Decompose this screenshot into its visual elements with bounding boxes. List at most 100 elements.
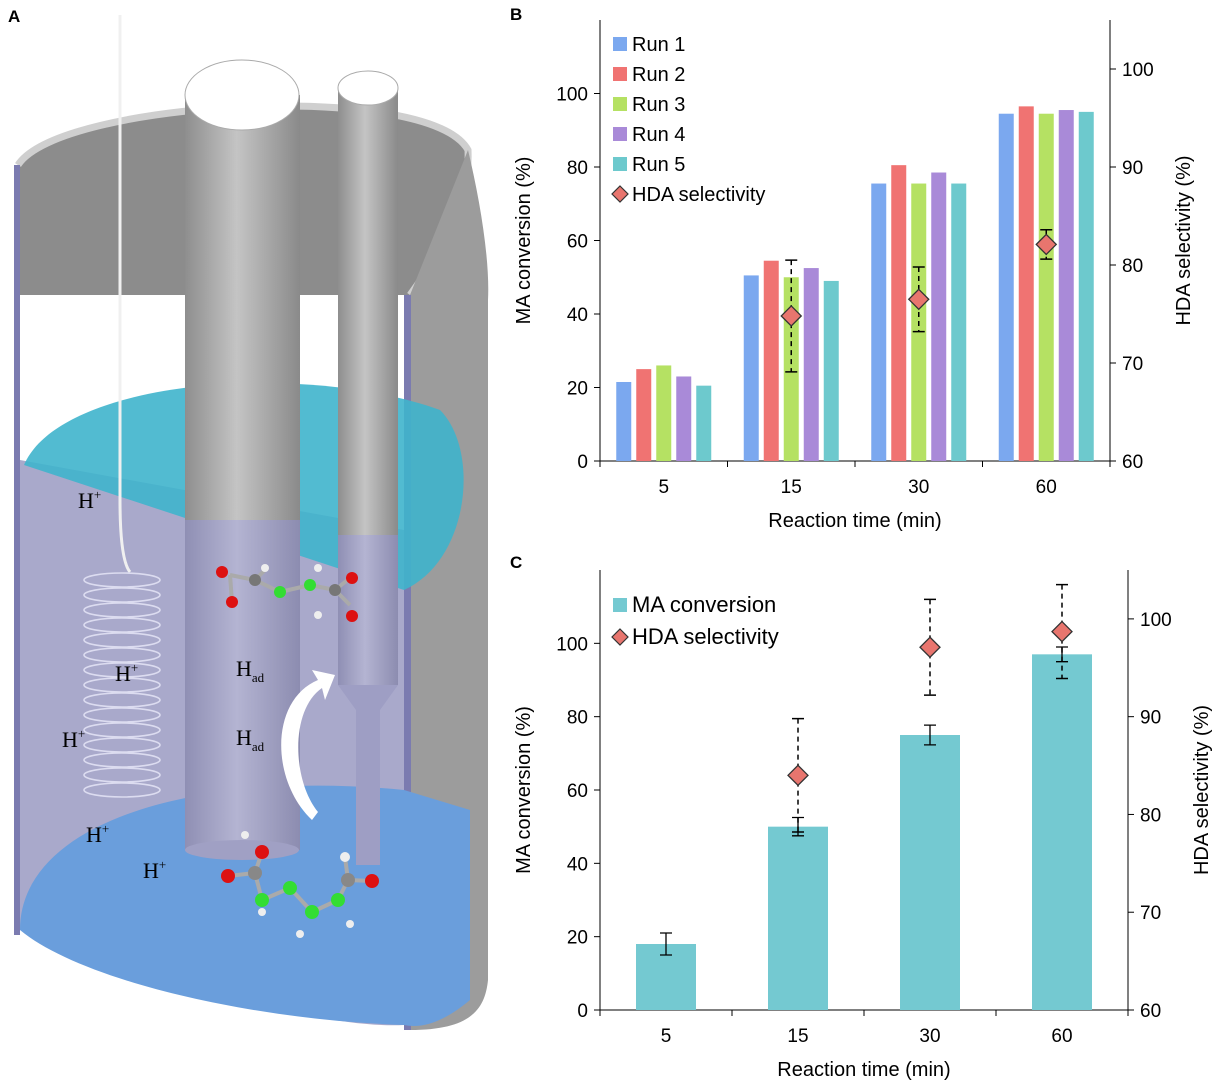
y2-tick-label: 90	[1122, 158, 1143, 179]
label-base: H	[62, 727, 78, 752]
y-tick-label: 0	[577, 1001, 588, 1022]
legend-swatch	[613, 37, 627, 51]
bar	[931, 173, 946, 461]
legend-label: Run 2	[632, 64, 685, 86]
legend-label: HDA selectivity	[632, 624, 779, 649]
legend-swatch	[613, 97, 627, 111]
working-electrode	[185, 95, 300, 525]
legend-label: Run 5	[632, 154, 685, 176]
y-tick-label: 100	[556, 634, 588, 655]
y-tick-label: 80	[567, 708, 588, 729]
bar	[764, 261, 779, 461]
y-tick-label: 60	[567, 781, 588, 802]
label-sup: +	[131, 660, 138, 675]
y-axis-title: MA conversion (%)	[513, 706, 535, 874]
figure: A H+ H+ H+ H+ H+ Had Had B02040608010060…	[0, 0, 1215, 1086]
label-sub: ad	[252, 739, 265, 754]
y-tick-label: 40	[567, 854, 588, 875]
label-sup: +	[102, 821, 109, 836]
legend-swatch	[613, 67, 627, 81]
reactor-diagram: A H+ H+ H+ H+ H+ Had Had	[8, 7, 488, 1030]
y2-tick-label: 60	[1122, 452, 1143, 473]
bar	[824, 281, 839, 461]
reference-tube	[338, 88, 398, 538]
y-tick-label: 60	[567, 232, 588, 253]
panel-label: B	[510, 5, 522, 24]
legend-label: MA conversion	[632, 592, 776, 617]
working-electrode-top	[185, 60, 299, 130]
bar	[656, 365, 671, 461]
y-tick-label: 20	[567, 928, 588, 949]
y2-tick-label: 80	[1140, 805, 1161, 826]
label-base: H	[86, 822, 102, 847]
legend-label: Run 1	[632, 34, 685, 56]
legend-label: Run 3	[632, 94, 685, 116]
working-electrode-wet	[185, 520, 300, 850]
label-base: H	[143, 858, 159, 883]
bar	[1019, 106, 1034, 461]
y2-tick-label: 80	[1122, 256, 1143, 277]
panel-label: C	[510, 553, 522, 572]
y2-axis-title: HDA selectivity (%)	[1173, 155, 1195, 325]
x-tick-label: 60	[1051, 1026, 1072, 1047]
bar	[1039, 114, 1054, 461]
bar	[676, 376, 691, 461]
bar	[696, 386, 711, 461]
y-tick-label: 20	[567, 379, 588, 400]
y-tick-label: 80	[567, 158, 588, 179]
marker	[920, 637, 940, 657]
legend-swatch	[612, 186, 628, 202]
x-tick-label: 30	[908, 477, 929, 498]
reference-tube-wet	[338, 535, 398, 685]
x-tick-label: 15	[787, 1026, 808, 1047]
bar	[636, 369, 651, 461]
y2-tick-label: 70	[1122, 354, 1143, 375]
x-tick-label: 60	[1036, 477, 1057, 498]
label-sup: +	[78, 726, 85, 741]
label-base: H	[115, 661, 131, 686]
x-axis-title: Reaction time (min)	[777, 1059, 950, 1081]
bar	[871, 184, 886, 461]
legend-swatch	[613, 157, 627, 171]
label-base: H	[236, 656, 252, 681]
panel-label: A	[8, 7, 20, 26]
legend-swatch	[613, 598, 627, 612]
y2-axis-title: HDA selectivity (%)	[1191, 705, 1213, 875]
left-edge	[14, 165, 20, 935]
label-base: H	[78, 488, 94, 513]
label-sub: ad	[252, 670, 265, 685]
page: {"diagram": {"panel_label": "A", "labels…	[0, 0, 1215, 1086]
label-base: H	[236, 725, 252, 750]
x-tick-label: 30	[919, 1026, 940, 1047]
bar	[999, 114, 1014, 461]
label-sup: +	[94, 487, 101, 502]
bar	[1059, 110, 1074, 461]
y-tick-label: 100	[556, 85, 588, 106]
y-tick-label: 0	[577, 452, 588, 473]
bar	[616, 382, 631, 461]
y2-tick-label: 90	[1140, 708, 1161, 729]
y-tick-label: 40	[567, 305, 588, 326]
marker	[788, 765, 808, 785]
legend-swatch	[613, 127, 627, 141]
bar	[1079, 112, 1094, 461]
legend-label: HDA selectivity	[632, 184, 765, 206]
x-tick-label: 5	[661, 1026, 672, 1047]
label-sup: +	[159, 857, 166, 872]
x-axis-title: Reaction time (min)	[768, 510, 941, 532]
bar	[744, 275, 759, 461]
bar	[900, 735, 960, 1010]
legend-swatch	[612, 629, 628, 645]
working-electrode-bottom	[185, 840, 299, 860]
y2-tick-label: 70	[1140, 903, 1161, 924]
x-tick-label: 5	[658, 477, 669, 498]
bar	[768, 827, 828, 1010]
legend-label: Run 4	[632, 124, 685, 146]
bar	[804, 268, 819, 461]
y2-tick-label: 100	[1122, 60, 1154, 81]
reference-tube-top	[338, 71, 398, 105]
bar	[891, 165, 906, 461]
y-axis-title: MA conversion (%)	[513, 157, 535, 325]
y2-tick-label: 60	[1140, 1001, 1161, 1022]
x-tick-label: 15	[781, 477, 802, 498]
